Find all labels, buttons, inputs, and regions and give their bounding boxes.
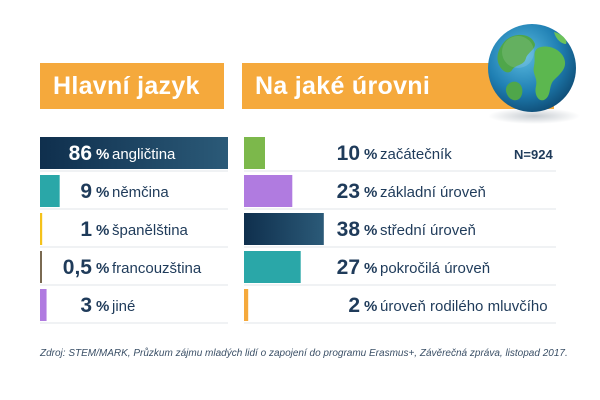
- value-label: 27: [337, 256, 360, 279]
- row-background: [244, 135, 556, 171]
- category-label: jiné: [111, 298, 135, 315]
- bar: [244, 213, 324, 245]
- row-background: [244, 173, 556, 209]
- bar: [244, 251, 301, 283]
- bar: [244, 289, 249, 321]
- value-label: 1: [80, 218, 92, 241]
- unit-label: %: [364, 260, 377, 277]
- row-1-1: 23% základní úroveň: [244, 173, 556, 210]
- bar: [40, 175, 60, 207]
- category-label: střední úroveň: [380, 222, 476, 239]
- chart-title-main-language: Hlavní jazyk: [40, 63, 224, 109]
- bar: [40, 251, 42, 283]
- row-background: [244, 287, 556, 323]
- row-1-0: 10% začátečník: [244, 135, 556, 172]
- unit-label: %: [96, 146, 109, 163]
- row-1-4: 2% úroveň rodilého mluvčího: [244, 287, 556, 324]
- row-0-4: 3% jiné: [40, 287, 228, 324]
- unit-label: %: [96, 298, 109, 315]
- bar: [40, 213, 43, 245]
- category-label: úroveň rodilého mluvčího: [380, 298, 548, 315]
- bar: [40, 289, 47, 321]
- value-label: 9: [80, 180, 92, 203]
- row-background: [40, 211, 228, 247]
- globe-icon: [488, 24, 580, 124]
- unit-label: %: [364, 222, 377, 239]
- row-background: [40, 249, 228, 285]
- category-label: pokročilá úroveň: [380, 260, 490, 277]
- source-note: Zdroj: STEM/MARK, Průzkum zájmu mladých …: [40, 348, 568, 359]
- category-label: španělština: [112, 222, 189, 239]
- category-label: francouzština: [112, 260, 202, 277]
- row-background: [40, 287, 228, 323]
- bar: [244, 175, 293, 207]
- value-label: 86: [69, 142, 92, 165]
- unit-label: %: [96, 222, 109, 239]
- value-label: 10: [337, 142, 360, 165]
- row-1-3: 27% pokročilá úroveň: [244, 249, 556, 286]
- row-0-0: 86% angličtina: [40, 135, 228, 172]
- value-label: 0,5: [63, 256, 93, 279]
- row-0-2: 1% španělština: [40, 211, 228, 248]
- category-label: základní úroveň: [380, 184, 486, 201]
- sample-size-note: N=924: [514, 147, 553, 162]
- unit-label: %: [364, 184, 377, 201]
- bar: [244, 137, 265, 169]
- value-label: 3: [80, 294, 92, 317]
- row-background: [40, 173, 228, 209]
- category-label: začátečník: [380, 146, 452, 163]
- value-label: 23: [337, 180, 360, 203]
- row-1-2: 38% střední úroveň: [244, 211, 556, 248]
- unit-label: %: [96, 260, 109, 277]
- unit-label: %: [364, 146, 377, 163]
- bar: [40, 137, 228, 169]
- value-label: 2: [348, 294, 360, 317]
- row-0-1: 9% němčina: [40, 173, 228, 210]
- unit-label: %: [364, 298, 377, 315]
- unit-label: %: [96, 184, 109, 201]
- category-label: němčina: [112, 184, 169, 201]
- row-0-3: 0,5% francouzština: [40, 249, 228, 286]
- value-label: 38: [337, 218, 361, 241]
- category-label: angličtina: [112, 146, 176, 163]
